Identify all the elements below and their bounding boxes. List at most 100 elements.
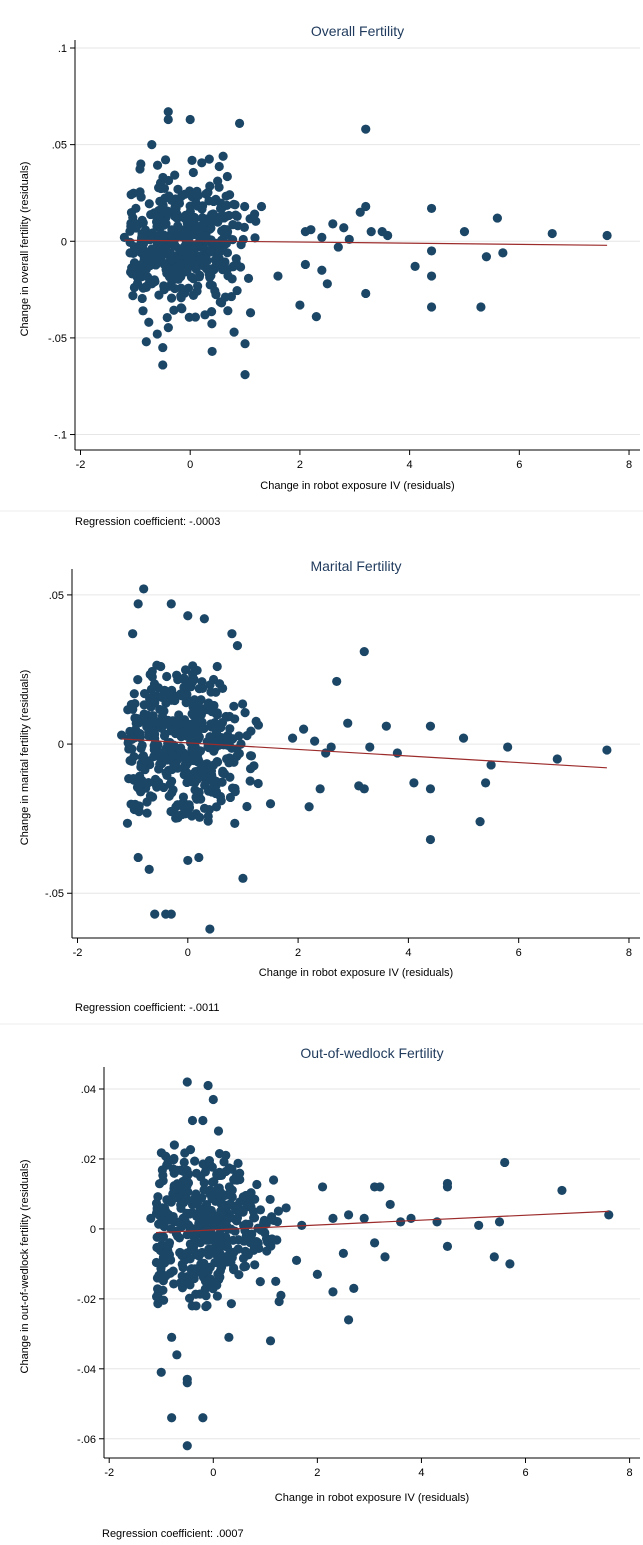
data-point xyxy=(200,780,210,790)
data-point xyxy=(212,1169,222,1180)
data-point xyxy=(197,213,208,223)
data-point xyxy=(237,699,248,709)
data-point xyxy=(193,281,203,291)
data-point xyxy=(214,161,224,172)
x-tick-label: 6 xyxy=(522,1467,528,1479)
data-point xyxy=(299,724,309,734)
data-point xyxy=(240,708,250,718)
data-point xyxy=(215,247,225,257)
data-point xyxy=(361,124,371,134)
data-point xyxy=(343,1210,354,1220)
data-point xyxy=(207,319,217,329)
data-point xyxy=(171,802,181,812)
data-point xyxy=(141,337,151,347)
data-point xyxy=(168,785,178,795)
data-point xyxy=(366,227,376,237)
x-tick-label: 6 xyxy=(516,947,522,959)
data-point xyxy=(212,1280,222,1290)
data-point xyxy=(196,1172,206,1182)
data-point xyxy=(338,1248,348,1258)
data-point xyxy=(199,614,209,624)
data-point xyxy=(240,339,250,349)
data-point xyxy=(129,775,139,785)
x-tick-label: 2 xyxy=(295,947,301,959)
data-point xyxy=(494,1217,505,1227)
data-point xyxy=(245,308,256,318)
data-point xyxy=(231,210,241,220)
x-tick-label: 6 xyxy=(516,459,522,471)
data-point xyxy=(209,1220,219,1230)
data-point xyxy=(287,733,298,743)
data-point xyxy=(214,1229,224,1240)
data-point xyxy=(260,1228,270,1238)
data-point xyxy=(126,799,136,809)
data-point xyxy=(251,216,261,226)
data-point xyxy=(602,230,612,241)
data-point xyxy=(326,742,336,752)
data-point xyxy=(167,225,177,235)
data-point xyxy=(192,794,202,804)
data-point xyxy=(228,220,238,230)
data-point xyxy=(355,207,365,217)
data-point xyxy=(188,745,199,755)
data-point xyxy=(272,1235,282,1245)
data-point xyxy=(265,1336,276,1346)
data-point xyxy=(131,718,141,728)
data-point xyxy=(161,1151,171,1161)
data-point xyxy=(238,234,248,245)
data-point xyxy=(385,1199,395,1210)
data-point xyxy=(240,370,250,380)
data-point xyxy=(442,1182,453,1192)
data-point xyxy=(181,1167,191,1178)
data-point xyxy=(199,1205,209,1215)
data-point xyxy=(425,721,436,731)
data-point xyxy=(182,768,192,778)
data-point xyxy=(245,776,255,786)
data-point xyxy=(133,852,143,863)
data-point xyxy=(134,807,144,817)
data-point xyxy=(217,203,227,213)
regression-line xyxy=(156,1210,609,1234)
data-point xyxy=(459,227,470,237)
data-point xyxy=(131,203,141,213)
data-point xyxy=(188,274,199,284)
data-point xyxy=(223,271,233,281)
data-point xyxy=(339,223,349,233)
data-point xyxy=(135,164,145,174)
data-point xyxy=(205,181,215,191)
data-point xyxy=(240,201,250,212)
data-point xyxy=(190,777,200,787)
data-point xyxy=(171,1228,181,1239)
data-point xyxy=(225,772,235,782)
data-point xyxy=(252,1237,262,1247)
data-point xyxy=(129,282,139,293)
data-point xyxy=(239,1262,249,1272)
data-point xyxy=(169,1168,179,1178)
data-point xyxy=(333,242,343,252)
data-point xyxy=(200,1284,210,1294)
data-point xyxy=(129,689,139,699)
data-point xyxy=(154,236,164,247)
data-point xyxy=(194,787,204,797)
data-point xyxy=(392,748,402,758)
data-point xyxy=(426,203,437,214)
data-point xyxy=(147,228,158,238)
data-point xyxy=(604,1210,614,1220)
data-point xyxy=(232,285,242,296)
data-point xyxy=(216,1187,226,1198)
data-point xyxy=(180,288,190,298)
data-point xyxy=(380,1252,390,1262)
data-point xyxy=(221,1218,231,1228)
data-point xyxy=(262,1246,272,1256)
data-point xyxy=(181,264,191,274)
data-point xyxy=(180,665,191,675)
data-point xyxy=(189,247,199,258)
data-point xyxy=(222,171,232,182)
data-point xyxy=(207,1209,218,1219)
data-point xyxy=(203,700,213,711)
data-point xyxy=(212,1291,222,1301)
data-point xyxy=(370,1238,380,1248)
data-point xyxy=(205,924,215,934)
data-point xyxy=(233,1235,244,1245)
